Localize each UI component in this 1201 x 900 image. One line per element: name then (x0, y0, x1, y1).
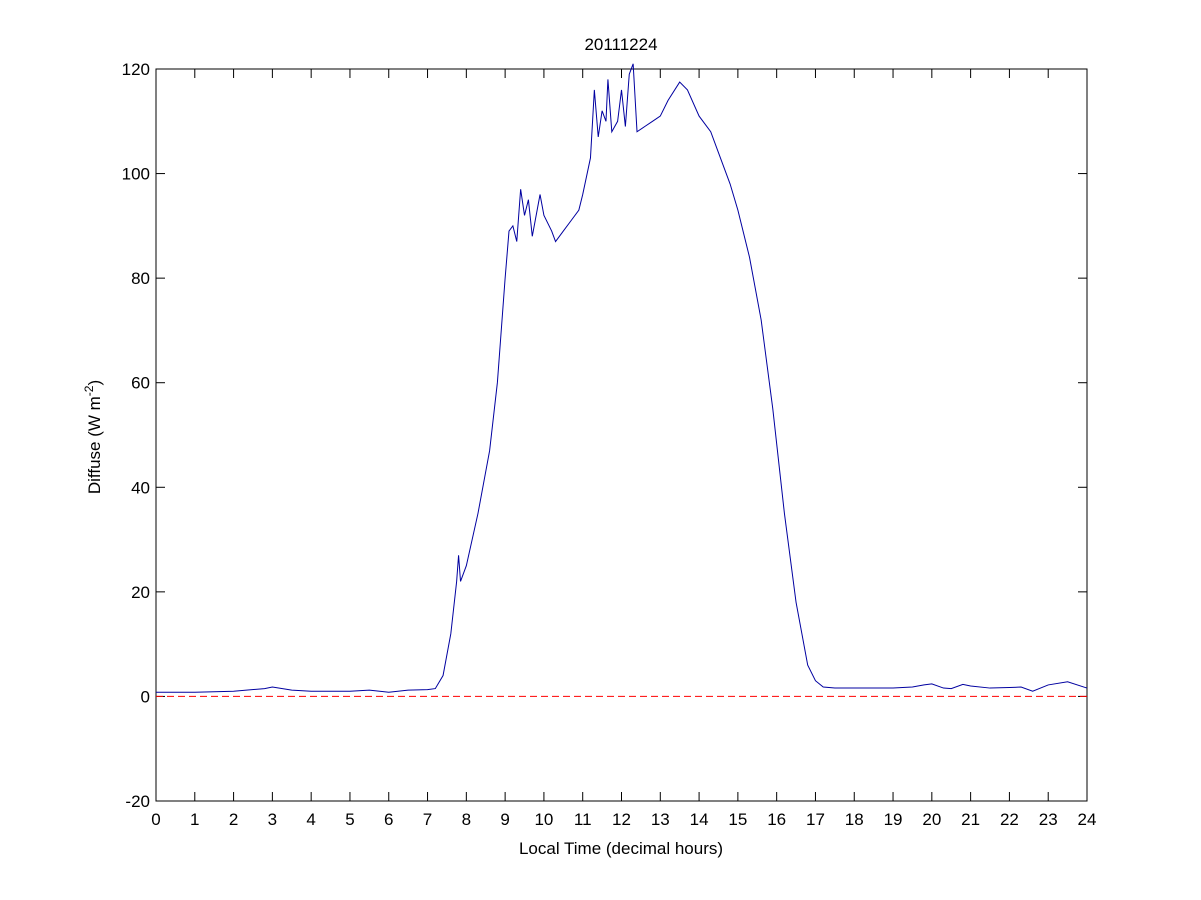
x-tick-label: 8 (462, 810, 471, 829)
y-tick-label: 100 (122, 165, 150, 184)
y-label-sup: -2 (82, 385, 96, 396)
x-tick-label: 0 (151, 810, 160, 829)
y-tick-label: 80 (131, 269, 150, 288)
x-tick-label: 7 (423, 810, 432, 829)
data-line (156, 63, 1088, 693)
x-tick-label: 19 (884, 810, 903, 829)
y-tick-label: 60 (131, 374, 150, 393)
x-tick-label: 22 (1000, 810, 1019, 829)
x-tick-label: 13 (651, 810, 670, 829)
y-tick-label: 40 (131, 478, 150, 497)
y-label-suffix: ) (85, 380, 104, 386)
x-tick-label: 20 (922, 810, 941, 829)
plot-area (155, 68, 1088, 802)
x-tick-label: 3 (268, 810, 277, 829)
y-tick-label: 0 (141, 687, 150, 706)
y-label-text: Diffuse (W m (85, 396, 104, 494)
x-tick-label: 17 (806, 810, 825, 829)
x-tick-label: 16 (767, 810, 786, 829)
x-tick-label: 23 (1039, 810, 1058, 829)
chart-title: 20111224 (584, 35, 657, 54)
x-tick-label: 6 (384, 810, 393, 829)
y-axis-label: Diffuse (W m-2) (82, 380, 104, 494)
x-tick-label: 1 (190, 810, 199, 829)
x-tick-label: 4 (306, 810, 315, 829)
x-tick-label: 12 (612, 810, 631, 829)
x-tick-label: 14 (690, 810, 709, 829)
y-tick-label: -20 (125, 792, 150, 811)
x-tick-label: 10 (534, 810, 553, 829)
x-tick-label: 24 (1078, 810, 1097, 829)
x-tick-label: 21 (961, 810, 980, 829)
y-tick-label: 120 (122, 60, 150, 79)
x-tick-label: 18 (845, 810, 864, 829)
x-tick-label: 5 (345, 810, 354, 829)
x-tick-label: 2 (229, 810, 238, 829)
x-axis-label: Local Time (decimal hours) (519, 839, 723, 858)
x-tick-label: 15 (728, 810, 747, 829)
x-tick-label: 11 (574, 810, 592, 829)
y-tick-label: 20 (131, 583, 150, 602)
x-tick-label: 9 (500, 810, 509, 829)
